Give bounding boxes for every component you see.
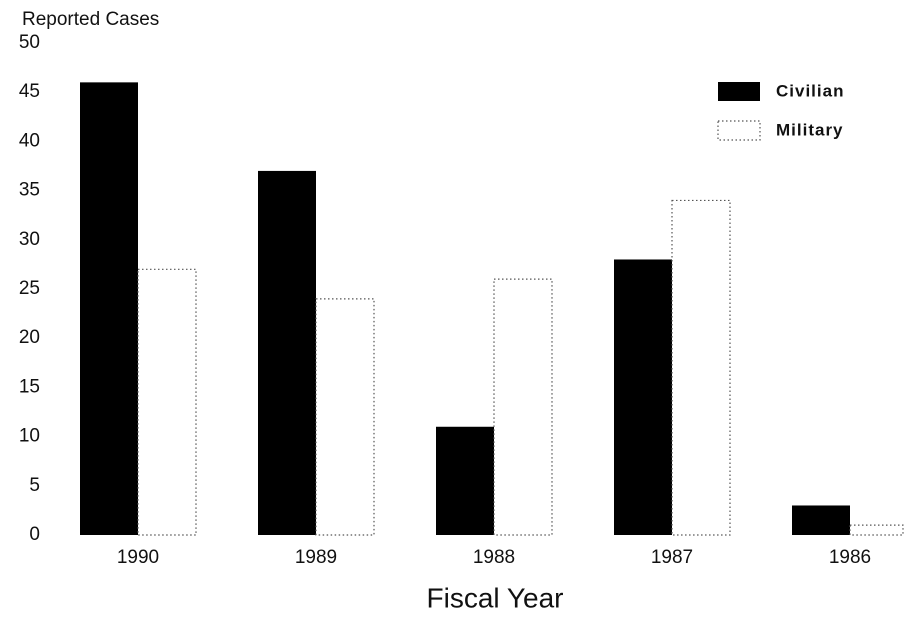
bar [436, 426, 494, 535]
x-tick-label: 1986 [829, 547, 871, 568]
bar [792, 505, 850, 535]
y-tick-label: 20 [19, 327, 40, 348]
x-axis-title: Fiscal Year [427, 582, 564, 613]
y-axis-title: Reported Cases [22, 9, 159, 30]
legend-swatch [717, 120, 761, 141]
bar [137, 268, 197, 536]
y-tick-label: 15 [19, 376, 40, 397]
y-tick-label: 25 [19, 278, 40, 299]
x-tick-label: 1987 [651, 547, 693, 568]
y-tick-label: 50 [19, 32, 40, 53]
bar [258, 170, 316, 536]
x-tick-label: 1988 [473, 547, 515, 568]
y-tick-label: 40 [19, 130, 40, 151]
x-tick-label: 1990 [117, 547, 159, 568]
bar [315, 298, 375, 536]
bar [849, 524, 904, 536]
bar [614, 259, 672, 535]
legend-label: Military [776, 120, 844, 139]
y-tick-label: 45 [19, 81, 40, 102]
y-tick-label: 0 [29, 524, 40, 545]
legend-swatch [718, 82, 760, 101]
legend-label: Civilian [776, 81, 844, 100]
y-tick-label: 35 [19, 180, 40, 201]
bar [493, 278, 553, 536]
y-tick-label: 30 [19, 229, 40, 250]
bar [80, 82, 138, 536]
y-tick-label: 5 [29, 475, 40, 496]
bar [671, 199, 731, 536]
y-tick-label: 10 [19, 426, 40, 447]
x-tick-label: 1989 [295, 547, 337, 568]
